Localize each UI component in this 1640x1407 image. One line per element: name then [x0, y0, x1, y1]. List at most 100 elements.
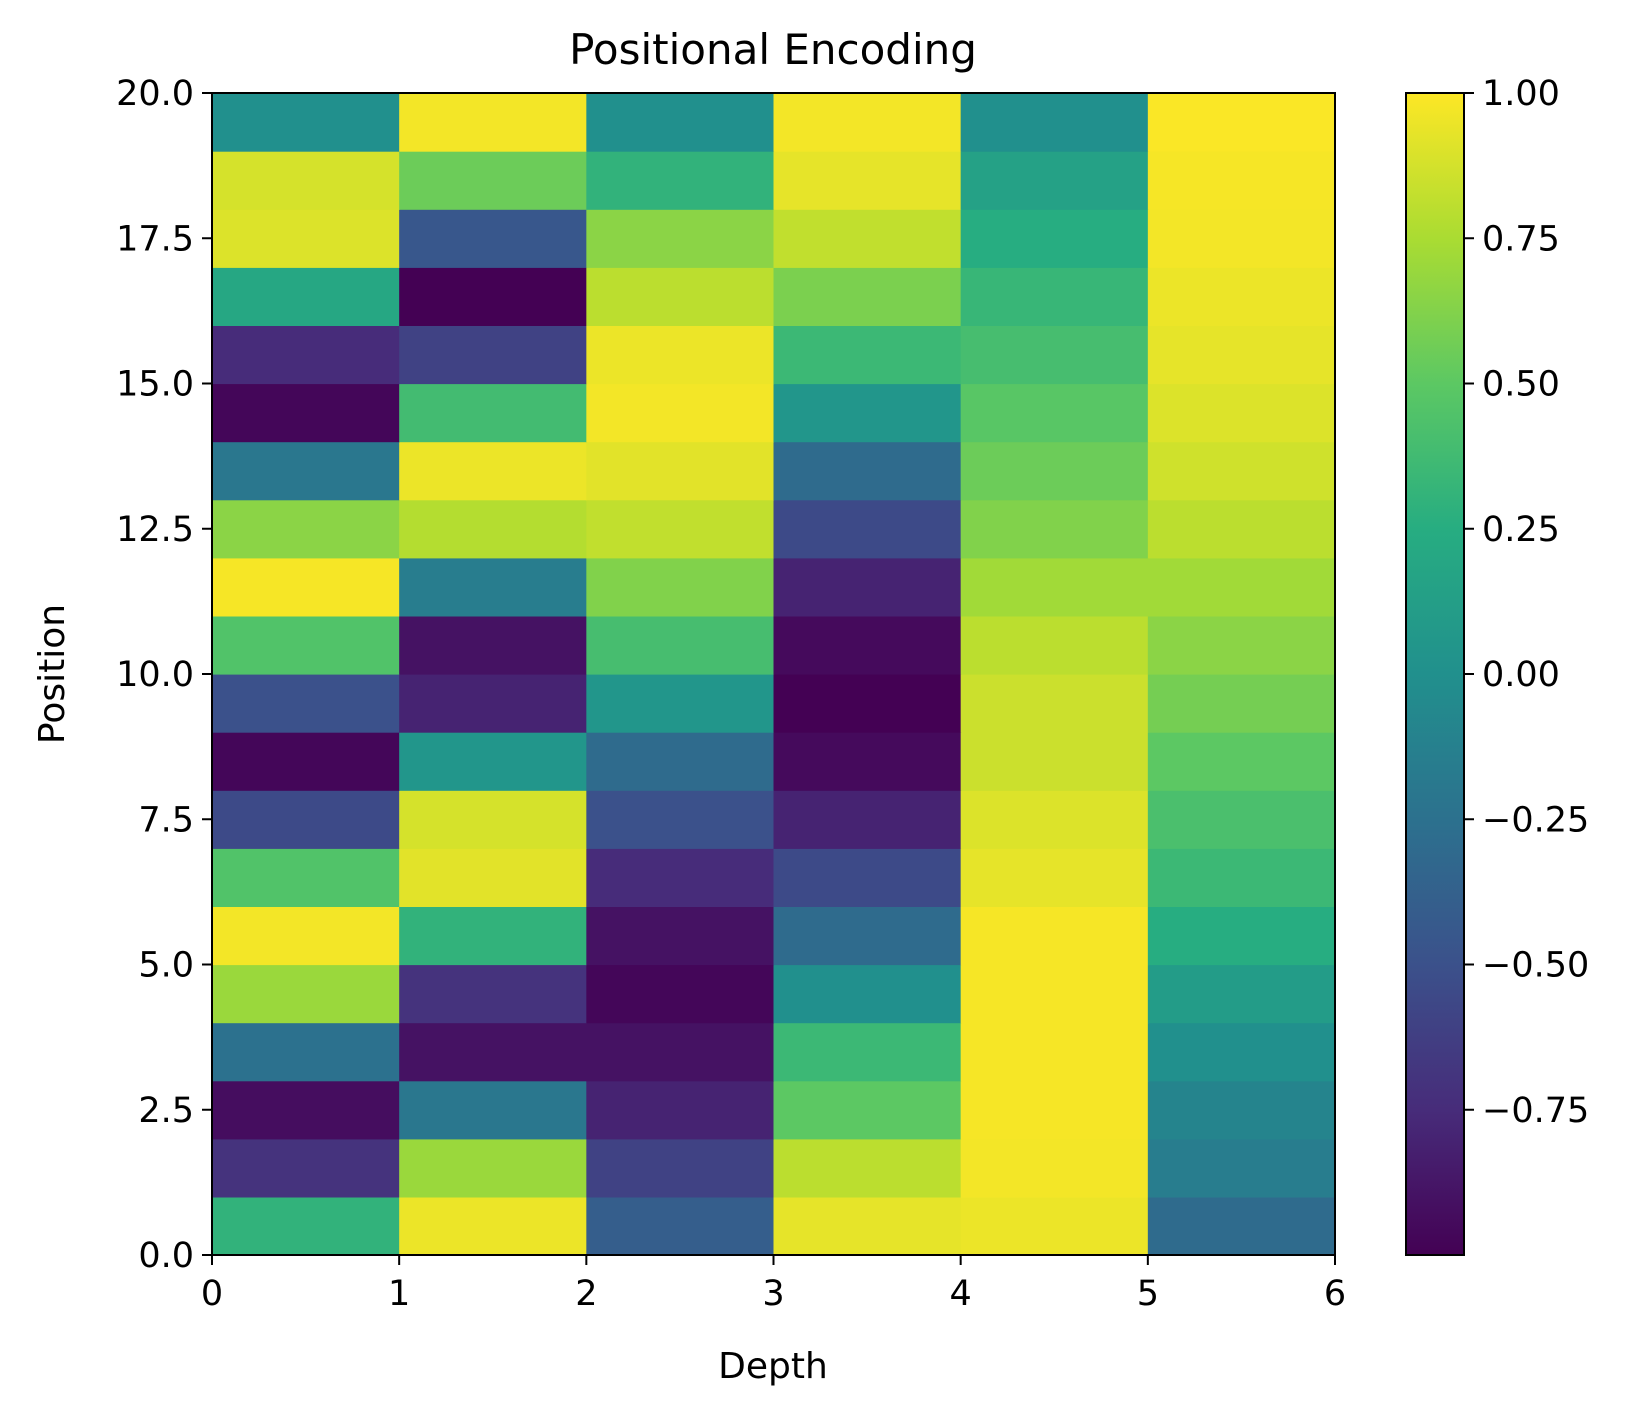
heatmap-cell: [773, 615, 962, 675]
heatmap-cell: [586, 674, 775, 733]
heatmap-cell: [960, 325, 1149, 385]
heatmap-cell: [960, 209, 1149, 268]
heatmap-cell: [212, 557, 400, 617]
heatmap-cell: [960, 674, 1149, 733]
heatmap-cell: [773, 906, 962, 966]
heatmap-cell: [586, 499, 775, 559]
heatmap-cell: [960, 1196, 1149, 1256]
heatmap-cell: [960, 964, 1149, 1024]
heatmap-cell: [586, 383, 775, 443]
x-axis-label: Depth: [718, 1346, 828, 1387]
heatmap-cell: [399, 1022, 587, 1082]
heatmap-cell: [212, 906, 400, 966]
heatmap-cell: [1147, 906, 1336, 966]
heatmap-cell: [1147, 151, 1336, 210]
heatmap-cell: [773, 557, 962, 617]
x-tick-label: 4: [950, 1274, 972, 1314]
heatmap-cell: [399, 732, 587, 791]
y-tick-label: 0.0: [138, 1236, 194, 1276]
heatmap-cell: [773, 209, 962, 268]
colorbar-tick-label: −0.75: [1482, 1091, 1589, 1131]
heatmap-cell: [586, 790, 775, 849]
x-axis: 0 1 2 3 4 5 6: [201, 1255, 1346, 1314]
heatmap-cell: [399, 383, 587, 443]
heatmap-cell: [586, 848, 775, 907]
heatmap-cell: [399, 615, 587, 675]
heatmap-cell: [586, 209, 775, 268]
y-tick-label: 15.0: [116, 365, 194, 405]
heatmap-cell: [773, 383, 962, 443]
heatmap-cell: [960, 93, 1149, 152]
heatmap-cell: [773, 674, 962, 733]
heatmap-cell: [399, 848, 587, 907]
heatmap-cell: [399, 557, 587, 617]
heatmap-cell: [773, 151, 962, 210]
x-tick-label: 3: [762, 1274, 784, 1314]
heatmap-cell: [212, 441, 400, 501]
heatmap-cell: [212, 499, 400, 559]
chart-title: Positional Encoding: [569, 25, 977, 74]
heatmap-cell: [1147, 93, 1336, 152]
x-tick-label: 6: [1324, 1274, 1346, 1314]
heatmap-cell: [773, 732, 962, 791]
heatmap-cell: [399, 790, 587, 849]
heatmap-cell: [1147, 1080, 1336, 1140]
heatmap-cell: [960, 1080, 1149, 1140]
heatmap-cell: [1147, 267, 1336, 326]
heatmap-cell: [960, 383, 1149, 443]
heatmap-cell: [399, 906, 587, 966]
heatmap-cell: [586, 93, 775, 152]
heatmap-cell: [586, 441, 775, 501]
heatmap-cell: [960, 441, 1149, 501]
colorbar-tick-label: 0.50: [1482, 365, 1560, 405]
heatmap-cell: [212, 964, 400, 1024]
y-tick-label: 20.0: [116, 74, 194, 114]
heatmap-cell: [586, 964, 775, 1024]
heatmap-cell: [773, 441, 962, 501]
heatmap-cell: [212, 790, 400, 849]
heatmap-cell: [1147, 441, 1336, 501]
heatmap-cell: [960, 557, 1149, 617]
heatmap-cell: [586, 1022, 775, 1082]
y-tick-label: 12.5: [116, 510, 194, 550]
heatmap-cell: [212, 1138, 400, 1198]
heatmap-cell: [212, 615, 400, 675]
heatmap-cell: [1147, 1196, 1336, 1256]
heatmap-cell: [212, 732, 400, 791]
heatmap-cell: [773, 790, 962, 849]
heatmap-cell: [1147, 674, 1336, 733]
heatmap-cell: [212, 848, 400, 907]
y-tick-label: 5.0: [138, 946, 194, 986]
heatmap-cell: [399, 441, 587, 501]
heatmap-cell: [212, 93, 400, 152]
colorbar-tick-label: 0.00: [1482, 655, 1560, 695]
heatmap-cell: [960, 499, 1149, 559]
heatmap-cell: [960, 732, 1149, 791]
heatmap-cell: [1147, 557, 1336, 617]
heatmap-cell: [399, 267, 587, 326]
heatmap-cell: [212, 383, 400, 443]
heatmap-cells: [212, 93, 1336, 1256]
heatmap-cell: [586, 732, 775, 791]
heatmap-cell: [773, 1080, 962, 1140]
heatmap-cell: [773, 1022, 962, 1082]
heatmap-cell: [399, 1196, 587, 1256]
heatmap-cell: [1147, 790, 1336, 849]
heatmap-cell: [773, 267, 962, 326]
heatmap-cell: [960, 151, 1149, 210]
heatmap-cell: [960, 615, 1149, 675]
heatmap-cell: [773, 325, 962, 385]
heatmap-cell: [960, 790, 1149, 849]
y-tick-label: 7.5: [138, 800, 194, 840]
y-tick-label: 2.5: [138, 1091, 194, 1131]
heatmap-cell: [212, 325, 400, 385]
heatmap-cell: [1147, 615, 1336, 675]
heatmap-cell: [960, 906, 1149, 966]
heatmap-cell: [399, 964, 587, 1024]
heatmap-cell: [399, 1138, 587, 1198]
y-tick-label: 17.5: [116, 219, 194, 259]
heatmap-cell: [212, 1196, 400, 1256]
y-tick-label: 10.0: [116, 655, 194, 695]
heatmap-cell: [212, 674, 400, 733]
